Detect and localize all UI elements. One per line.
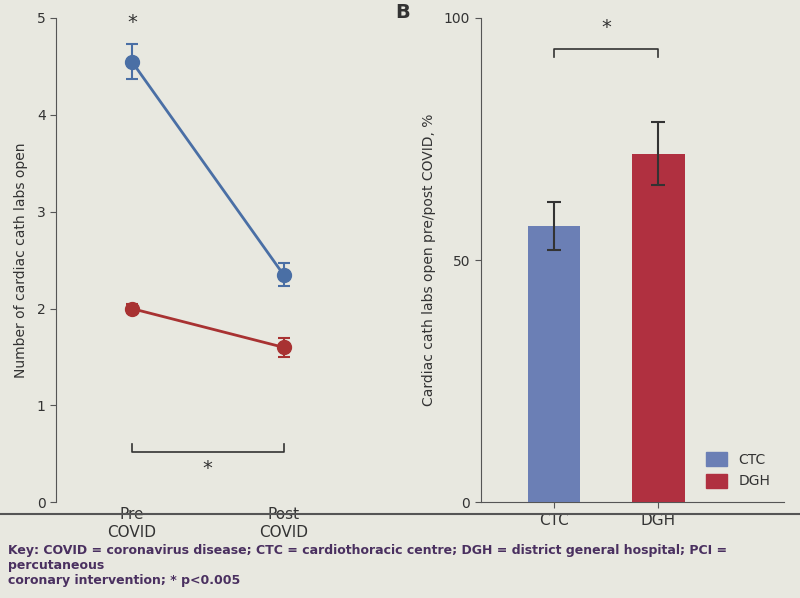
Text: *: *	[202, 459, 213, 478]
Bar	[632, 154, 685, 502]
Text: *: *	[127, 14, 137, 32]
Y-axis label: Cardiac cath labs open pre/post COVID, %: Cardiac cath labs open pre/post COVID, %	[422, 114, 435, 406]
Text: *: *	[602, 19, 611, 37]
Legend: CTC, DGH: CTC, DGH	[699, 445, 777, 495]
Bar	[528, 226, 580, 502]
Text: Key: COVID = coronavirus disease; CTC = cardiothoracic centre; DGH = district ge: Key: COVID = coronavirus disease; CTC = …	[8, 544, 727, 587]
Text: B: B	[396, 4, 410, 22]
Y-axis label: Number of cardiac cath labs open: Number of cardiac cath labs open	[14, 142, 28, 378]
